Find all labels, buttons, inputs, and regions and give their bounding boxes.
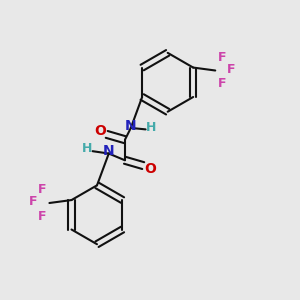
Text: N: N: [103, 144, 115, 158]
Text: H: H: [146, 121, 156, 134]
Text: F: F: [38, 210, 46, 223]
Text: F: F: [38, 183, 46, 196]
Text: H: H: [82, 142, 92, 155]
Text: F: F: [218, 51, 227, 64]
Text: F: F: [218, 77, 227, 90]
Text: O: O: [144, 161, 156, 176]
Text: N: N: [125, 118, 137, 133]
Text: F: F: [227, 62, 236, 76]
Text: F: F: [29, 195, 38, 208]
Text: O: O: [94, 124, 106, 138]
